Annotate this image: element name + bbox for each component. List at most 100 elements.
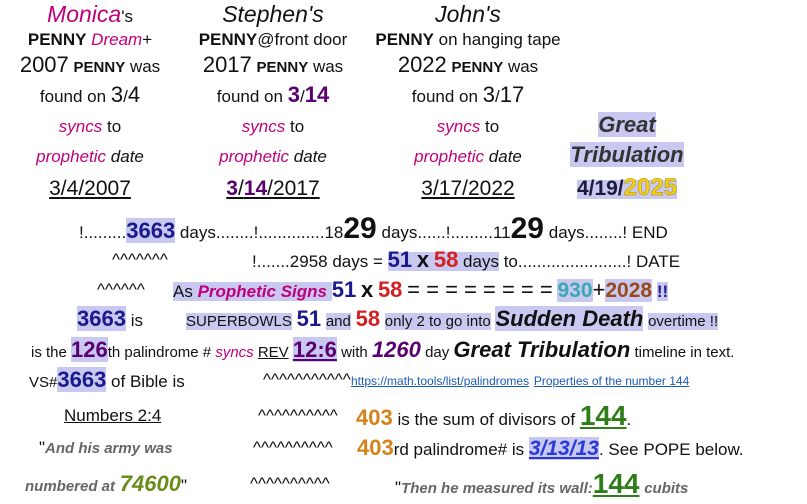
text-group: "Then he measured its wall:144 cubits <box>395 469 688 504</box>
text: prophetic <box>36 147 107 166</box>
text: / <box>299 87 305 106</box>
text: 3/17/2022 <box>421 177 515 200</box>
text-group: 3/4/2007 <box>0 175 200 203</box>
text: 51 <box>296 306 322 331</box>
text: ^^^^^^^^^^ <box>253 438 333 457</box>
text: REV <box>257 344 289 361</box>
text: + <box>592 277 606 302</box>
text-group: Tribulation <box>517 141 737 169</box>
text: PENNY <box>256 59 309 76</box>
text-group: PENNY on hanging tape <box>358 26 578 54</box>
text-group: 2022 PENNY was <box>358 51 578 79</box>
text: x <box>416 247 430 272</box>
text: ^^^^^^ <box>97 280 145 299</box>
text: Prophetic Signs <box>197 282 327 301</box>
text: Tribulation <box>570 142 684 167</box>
text: John's <box>435 1 501 27</box>
text: VS# <box>29 374 58 391</box>
text: was <box>129 57 161 76</box>
text: found on <box>39 87 107 106</box>
text-group: 3663 is <box>77 304 143 336</box>
text: syncs <box>58 117 103 136</box>
text: PENNY <box>27 30 87 49</box>
text: As <box>173 282 193 301</box>
text: ^^^^^^^^^^^ <box>263 370 351 389</box>
text: numbered at <box>25 478 116 495</box>
text: PENNY <box>73 59 126 76</box>
text-group: !.......2958 days = 51 x 58 days to.....… <box>252 245 680 277</box>
text-group: syncs to <box>358 113 578 141</box>
text: 2007 <box>84 177 131 200</box>
text: 3 <box>110 82 124 107</box>
text-group: "And his army was <box>39 433 173 464</box>
text: Stephen's <box>222 1 324 27</box>
text: was <box>507 57 539 76</box>
text: found on <box>216 87 283 106</box>
link[interactable]: Properties of the number 144 <box>533 374 690 388</box>
text: And his army was <box>45 440 173 457</box>
text: / <box>78 177 85 200</box>
text: 74600 <box>119 471 181 496</box>
text-group: https://math.tools/list/palindromes Prop… <box>351 365 689 396</box>
text: and <box>325 313 351 330</box>
text: 17 <box>499 82 525 107</box>
text: 58 <box>355 306 381 331</box>
text-group: syncs to <box>0 113 200 141</box>
text: ^^^^^^^ <box>112 250 168 269</box>
text: is the <box>31 344 67 361</box>
text: 4 <box>66 177 79 200</box>
text: prophetic <box>414 147 485 166</box>
link[interactable]: https://math.tools/list/palindromes <box>351 374 530 388</box>
text: days <box>463 252 499 271</box>
text: = = = = = = = = <box>407 277 553 302</box>
text-group: 3/17/2022 <box>358 175 578 203</box>
text-group: Great <box>517 111 737 139</box>
text: 3/13/13 <box>528 437 599 460</box>
text: 4 <box>127 82 141 107</box>
text: 29 <box>510 212 544 245</box>
text: on hanging tape <box>438 30 561 49</box>
text: is the sum of divisors of <box>397 410 576 429</box>
text-group: John's <box>358 0 578 28</box>
text: syncs <box>241 117 286 136</box>
text: syncs <box>215 344 254 361</box>
text: 403 <box>357 435 394 460</box>
text: 2028 <box>605 279 653 302</box>
text: . <box>626 410 632 429</box>
text: PENNY <box>375 30 434 49</box>
text: 's <box>121 7 133 26</box>
text: 2007 <box>19 52 69 77</box>
text-group: found on 3/4 <box>0 81 200 109</box>
text: days......!.........11 <box>381 223 511 242</box>
text: SUPERBOWLS <box>186 313 292 330</box>
text-group: Monica's <box>0 0 200 28</box>
text: + <box>142 30 153 49</box>
text: 930 <box>557 279 593 302</box>
text: Monica <box>47 1 122 27</box>
text: days........! END <box>548 223 668 242</box>
text: 14 <box>304 82 330 107</box>
text: PENNY <box>198 30 258 49</box>
text-group: found on 3/17 <box>358 81 578 109</box>
text: only 2 to go into <box>384 313 491 330</box>
text: / <box>60 177 67 200</box>
text-group: 2007 PENNY was <box>0 51 200 79</box>
text: Dream <box>91 30 143 49</box>
text: 144 <box>579 400 627 431</box>
text: Great Tribulation <box>453 337 631 362</box>
text: 144 <box>592 468 640 499</box>
text: 2022 <box>397 52 447 77</box>
text-group: 2017 PENNY was <box>163 51 383 79</box>
text-group: 403 is the sum of divisors of 144. <box>356 401 631 435</box>
text: rd palindrome# is <box>393 440 525 459</box>
text: 58 <box>433 247 459 272</box>
text: 3 <box>226 177 238 200</box>
text-group: 3/14/2017 <box>163 175 383 203</box>
text-group: SUPERBOWLS 51 and 58 only 2 to go into S… <box>186 304 719 337</box>
text: 51 <box>387 247 413 272</box>
text-group: As Prophetic Signs <box>173 282 332 301</box>
text-group: VS#3663 of Bible is <box>29 365 185 398</box>
text: 3663 <box>57 367 107 392</box>
text: of Bible is <box>111 372 185 391</box>
